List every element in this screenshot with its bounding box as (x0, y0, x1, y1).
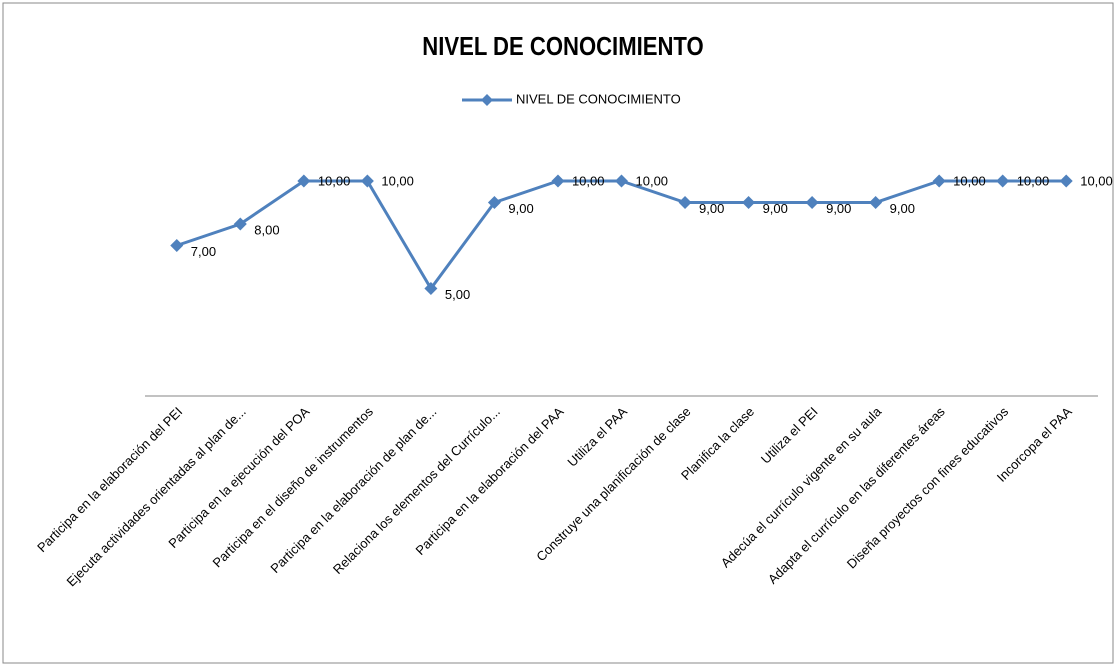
marker (932, 174, 946, 188)
data-label: 5,00 (445, 287, 470, 302)
marker (742, 196, 756, 209)
marker (1059, 174, 1073, 188)
data-label: 10,00 (1017, 173, 1050, 188)
data-label: 10,00 (318, 173, 351, 188)
data-label: 10,00 (381, 173, 414, 188)
data-label: 9,00 (826, 201, 851, 216)
marker (996, 174, 1010, 188)
marker (551, 174, 565, 188)
marker (615, 174, 628, 188)
marker (869, 196, 883, 209)
legend-label: NIVEL DE CONOCIMIENTO (516, 91, 681, 106)
marker (233, 217, 247, 231)
marker (678, 196, 692, 209)
legend-marker (481, 94, 493, 106)
data-label: 9,00 (890, 201, 915, 216)
data-label: 9,00 (508, 201, 533, 216)
data-label: 10,00 (953, 173, 986, 188)
marker (170, 239, 184, 252)
data-label: 10,00 (636, 173, 669, 188)
marker (297, 174, 311, 188)
marker (487, 196, 501, 209)
marker (424, 282, 438, 295)
data-label: 9,00 (763, 201, 788, 216)
marker (805, 196, 819, 209)
data-label: 8,00 (254, 222, 279, 237)
data-label: 10,00 (572, 173, 605, 188)
data-label: 10,00 (1080, 173, 1113, 188)
data-label: 9,00 (699, 201, 724, 216)
marker (360, 174, 374, 188)
data-label: 7,00 (191, 244, 216, 259)
chart-title: NIVEL DE CONOCIMIENTO (422, 32, 703, 61)
